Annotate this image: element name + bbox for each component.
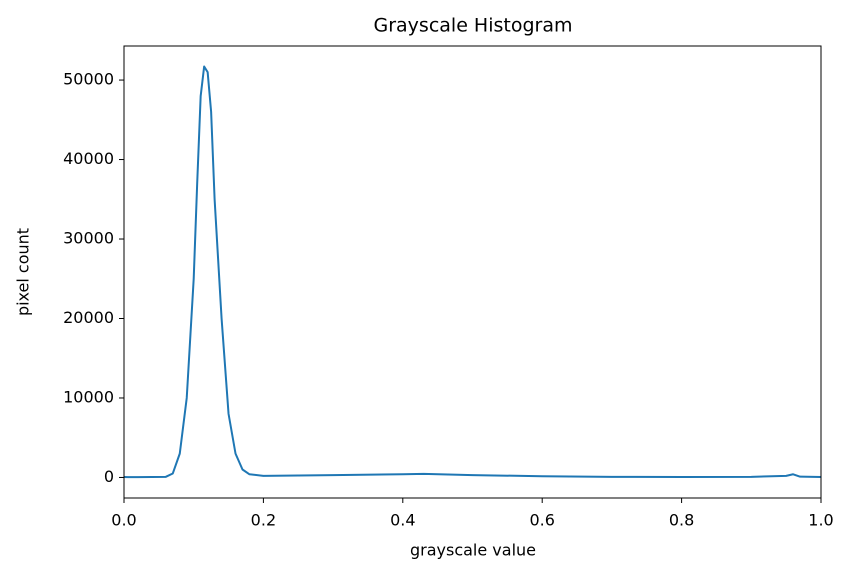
y-tick-label: 10000 — [63, 387, 114, 406]
data-line — [123, 65, 822, 479]
x-tick-label: 0.8 — [669, 511, 694, 530]
y-tick-label: 50000 — [63, 70, 114, 89]
x-tick-label: 0.0 — [111, 511, 136, 530]
chart-title: Grayscale Histogram — [374, 15, 573, 37]
y-tick-label: 40000 — [63, 149, 114, 168]
y-tick-label: 0 — [104, 467, 114, 486]
y-tick-label: 30000 — [63, 229, 114, 248]
x-axis-label: grayscale value — [410, 541, 536, 560]
x-tick-label: 0.4 — [390, 511, 415, 530]
plot-frame — [123, 45, 822, 499]
x-tick-label: 0.6 — [529, 511, 554, 530]
x-tick-label: 1.0 — [808, 511, 833, 530]
x-tick-label: 0.2 — [251, 511, 276, 530]
y-tick-label: 20000 — [63, 308, 114, 327]
y-axis-label: pixel count — [14, 228, 33, 316]
